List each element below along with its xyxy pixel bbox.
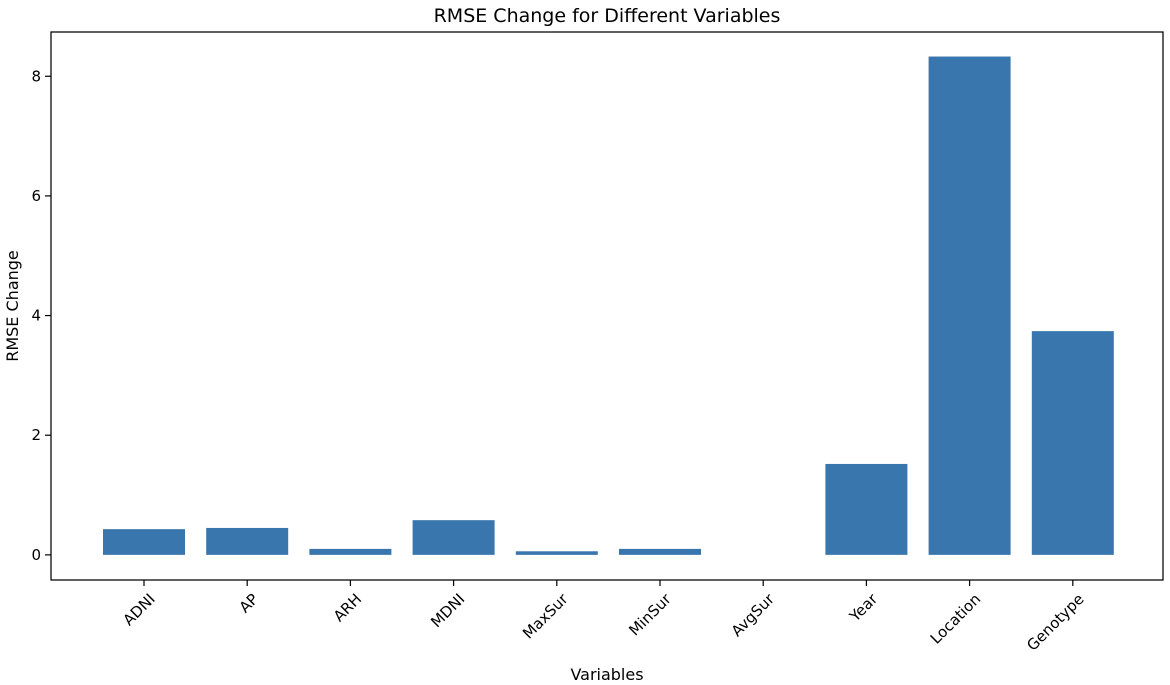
bar-arh bbox=[309, 548, 392, 555]
bar-year bbox=[825, 463, 908, 555]
x-tick-label-adni: ADNI bbox=[120, 590, 159, 629]
bar-adni bbox=[103, 529, 185, 555]
y-axis-title: RMSE Change bbox=[3, 250, 22, 362]
bar-maxsur bbox=[515, 551, 598, 555]
x-tick-label-maxsur: MaxSur bbox=[519, 589, 572, 642]
x-tick-label-avgsur: AvgSur bbox=[728, 589, 779, 640]
bar-ap bbox=[206, 527, 289, 555]
y-tick-label: 2 bbox=[31, 426, 41, 444]
bar-minsur bbox=[619, 548, 701, 555]
bar-genotype bbox=[1031, 331, 1114, 555]
plot-frame bbox=[50, 31, 1164, 581]
bars-group bbox=[103, 56, 1114, 555]
y-tick-label: 0 bbox=[31, 546, 41, 564]
x-axis-title: Variables bbox=[570, 665, 643, 684]
x-tick-label-location: Location bbox=[927, 590, 985, 648]
x-tick-label-mdni: MDNI bbox=[427, 590, 468, 631]
bar-location bbox=[928, 56, 1011, 555]
x-tick-label-ap: AP bbox=[236, 590, 262, 616]
x-tick-label-minsur: MinSur bbox=[625, 589, 675, 639]
x-tick-label-arh: ARH bbox=[330, 590, 365, 625]
x-tick-label-year: Year bbox=[845, 589, 881, 625]
x-axis: ADNI AP ARH MDNI MaxSur MinSur AvgSur Year Locat… bbox=[120, 580, 1088, 654]
y-tick-label: 6 bbox=[31, 187, 41, 205]
x-tick-label-genotype: Genotype bbox=[1023, 590, 1087, 654]
y-tick-label: 8 bbox=[31, 67, 41, 85]
bar-mdni bbox=[412, 520, 495, 555]
y-tick-label: 4 bbox=[31, 307, 41, 325]
chart-title: RMSE Change for Different Variables bbox=[434, 5, 781, 27]
y-axis: 0 2 4 6 8 bbox=[31, 67, 51, 564]
